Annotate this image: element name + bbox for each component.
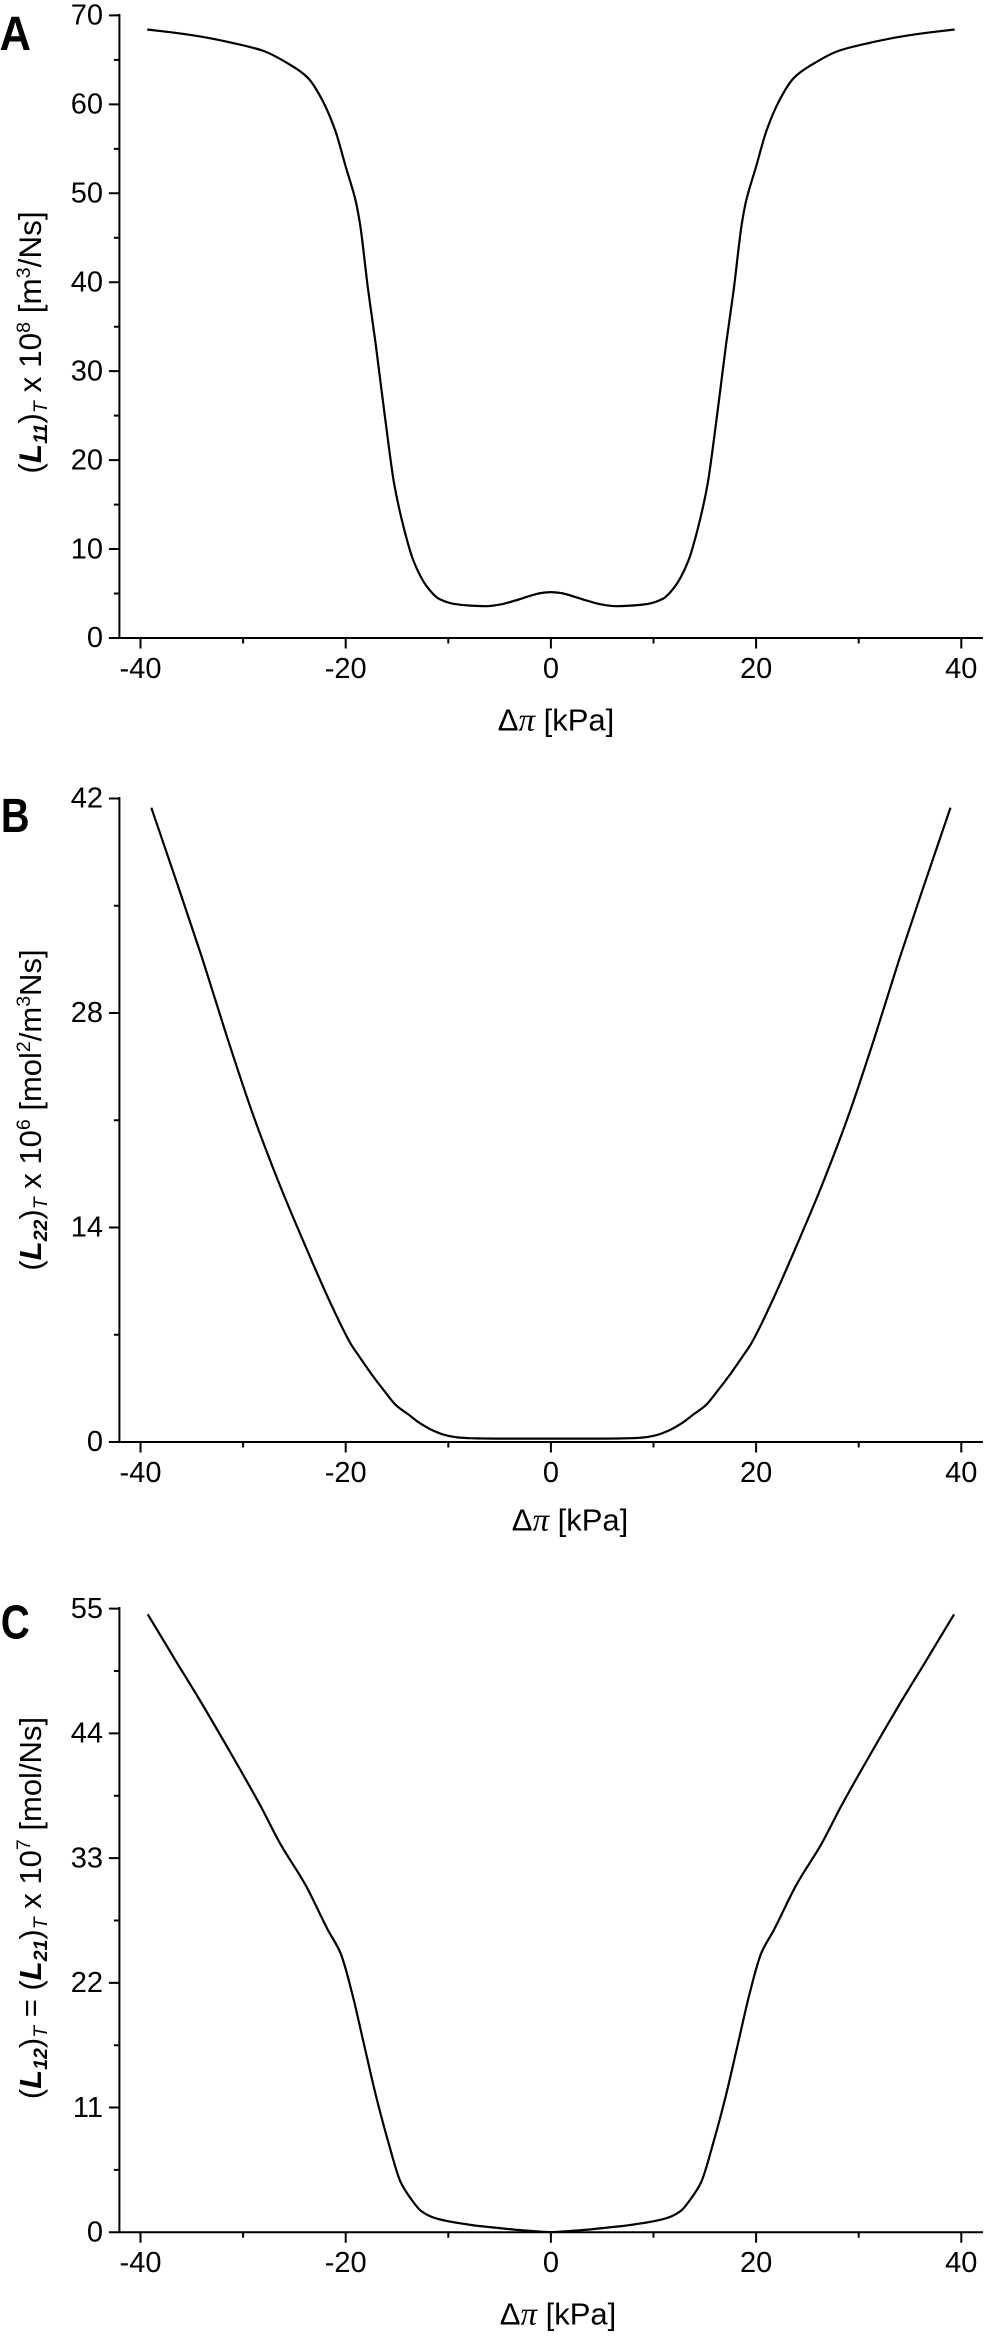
svg-text:60: 60 xyxy=(71,89,103,121)
svg-text:40: 40 xyxy=(945,1457,977,1489)
svg-text:42: 42 xyxy=(71,783,103,815)
svg-text:11: 11 xyxy=(73,2092,103,2124)
svg-text:22: 22 xyxy=(71,1967,103,1999)
svg-text:0: 0 xyxy=(543,653,559,685)
svg-text:-20: -20 xyxy=(325,653,367,685)
svg-text:20: 20 xyxy=(740,653,772,685)
svg-text:10: 10 xyxy=(71,533,103,565)
svg-text:(L12)T = (L21)T x 107 [mol/Ns]: (L12)T = (L21)T x 107 [mol/Ns] xyxy=(13,1717,52,2099)
svg-text:A: A xyxy=(0,6,31,61)
svg-text:40: 40 xyxy=(945,653,977,685)
svg-text:55: 55 xyxy=(71,1593,103,1625)
svg-text:0: 0 xyxy=(87,622,103,654)
svg-text:70: 70 xyxy=(71,0,103,32)
svg-text:(L11)T x 108 [m3/Ns]: (L11)T x 108 [m3/Ns] xyxy=(12,211,52,473)
svg-text:Δπ [kPa]: Δπ [kPa] xyxy=(498,703,615,739)
svg-text:20: 20 xyxy=(71,444,103,476)
svg-text:Δπ [kPa]: Δπ [kPa] xyxy=(512,1503,629,1539)
svg-text:20: 20 xyxy=(740,1457,772,1489)
svg-text:28: 28 xyxy=(71,997,103,1029)
svg-text:B: B xyxy=(1,789,30,843)
svg-text:Δπ [kPa]: Δπ [kPa] xyxy=(500,2297,617,2333)
svg-text:-40: -40 xyxy=(120,2247,162,2279)
svg-text:-40: -40 xyxy=(120,653,162,685)
svg-text:-40: -40 xyxy=(120,1457,162,1489)
svg-text:40: 40 xyxy=(945,2247,977,2279)
svg-text:14: 14 xyxy=(71,1212,103,1244)
svg-text:-20: -20 xyxy=(325,2247,367,2279)
svg-text:-20: -20 xyxy=(325,1457,367,1489)
svg-text:C: C xyxy=(1,1596,30,1649)
svg-text:0: 0 xyxy=(543,2247,559,2279)
svg-text:0: 0 xyxy=(87,1426,103,1458)
svg-text:50: 50 xyxy=(71,178,103,210)
svg-text:44: 44 xyxy=(71,1718,103,1750)
svg-text:30: 30 xyxy=(71,355,103,387)
svg-text:0: 0 xyxy=(87,2217,103,2249)
svg-text:20: 20 xyxy=(740,2247,772,2279)
svg-text:0: 0 xyxy=(543,1457,559,1489)
svg-text:40: 40 xyxy=(71,266,103,298)
svg-text:(L22)T x 106 [mol2/m3Ns]: (L22)T x 106 [mol2/m3Ns] xyxy=(13,949,52,1270)
svg-text:33: 33 xyxy=(71,1842,103,1874)
